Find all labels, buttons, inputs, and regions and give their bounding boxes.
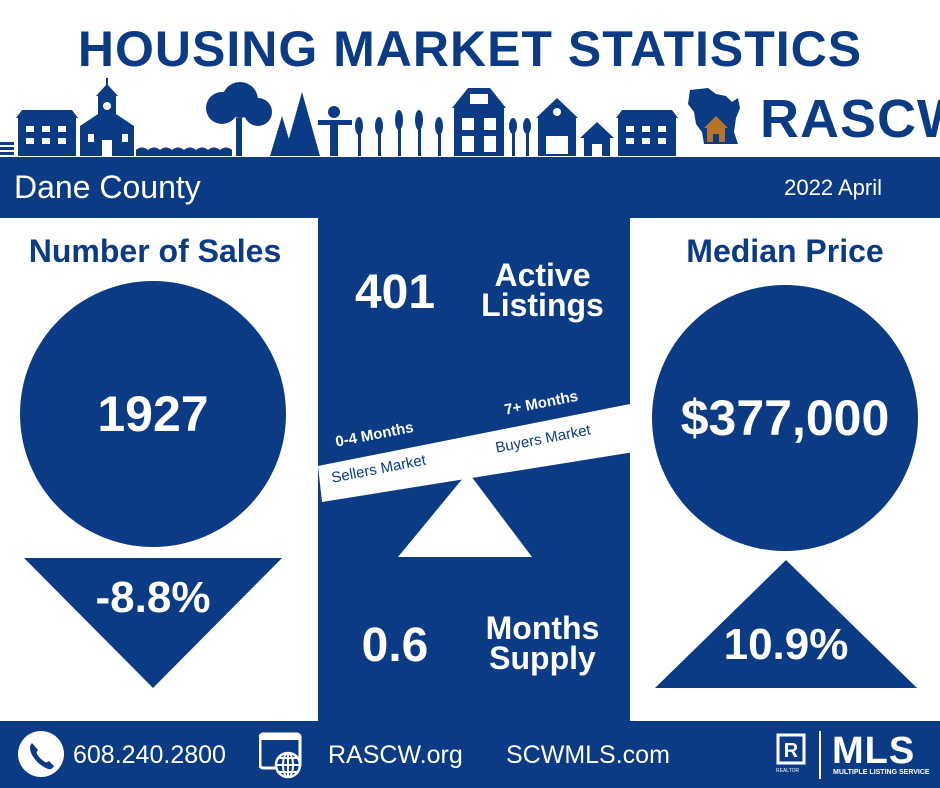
footer-bar <box>0 721 940 788</box>
wisconsin-house-icon <box>688 88 740 144</box>
phone-icon <box>18 731 64 777</box>
median-price-change: 10.9% <box>723 620 849 669</box>
footer-phone[interactable]: 608.240.2800 <box>73 741 226 769</box>
sales-value: 1927 <box>97 386 209 442</box>
realtor-mark: REALTOR <box>776 768 800 774</box>
mls-logo: MLS <box>832 730 916 772</box>
median-price-title: Median Price <box>686 233 884 269</box>
report-period: 2022 April <box>784 175 882 200</box>
town-skyline-illustration <box>0 78 678 156</box>
mls-subtitle: MULTIPLE LISTING SERVICE <box>833 769 930 776</box>
active-listings-label-line2: Listings <box>481 287 604 323</box>
median-price-value: $377,000 <box>680 390 890 446</box>
realtor-icon: R <box>776 733 806 765</box>
months-supply-label-line2: Supply <box>489 640 596 676</box>
svg-text:R: R <box>784 740 799 762</box>
footer-website-scwmls[interactable]: SCWMLS.com <box>506 741 670 769</box>
up-triangle-icon <box>655 560 917 688</box>
county-name: Dane County <box>14 169 201 205</box>
sales-change: -8.8% <box>95 573 211 622</box>
web-icon <box>259 732 302 779</box>
sales-title: Number of Sales <box>28 233 282 269</box>
down-triangle-icon <box>24 558 282 688</box>
months-supply-value: 0.6 <box>361 619 429 672</box>
active-listings-value: 401 <box>354 266 436 319</box>
page-title: HOUSING MARKET STATISTICS <box>77 21 863 77</box>
sales-circle: 1927 <box>20 281 286 547</box>
footer-website-rascw[interactable]: RASCW.org <box>328 741 463 769</box>
info-bar <box>0 157 940 218</box>
footer-divider <box>819 731 821 779</box>
rascw-logo-text: RASCW <box>760 89 940 149</box>
active-listings-label-line1: Active <box>494 257 591 293</box>
median-price-circle: $377,000 <box>652 285 918 551</box>
market-balance-scale <box>318 404 634 557</box>
months-supply-label-line1: Months <box>485 610 600 646</box>
